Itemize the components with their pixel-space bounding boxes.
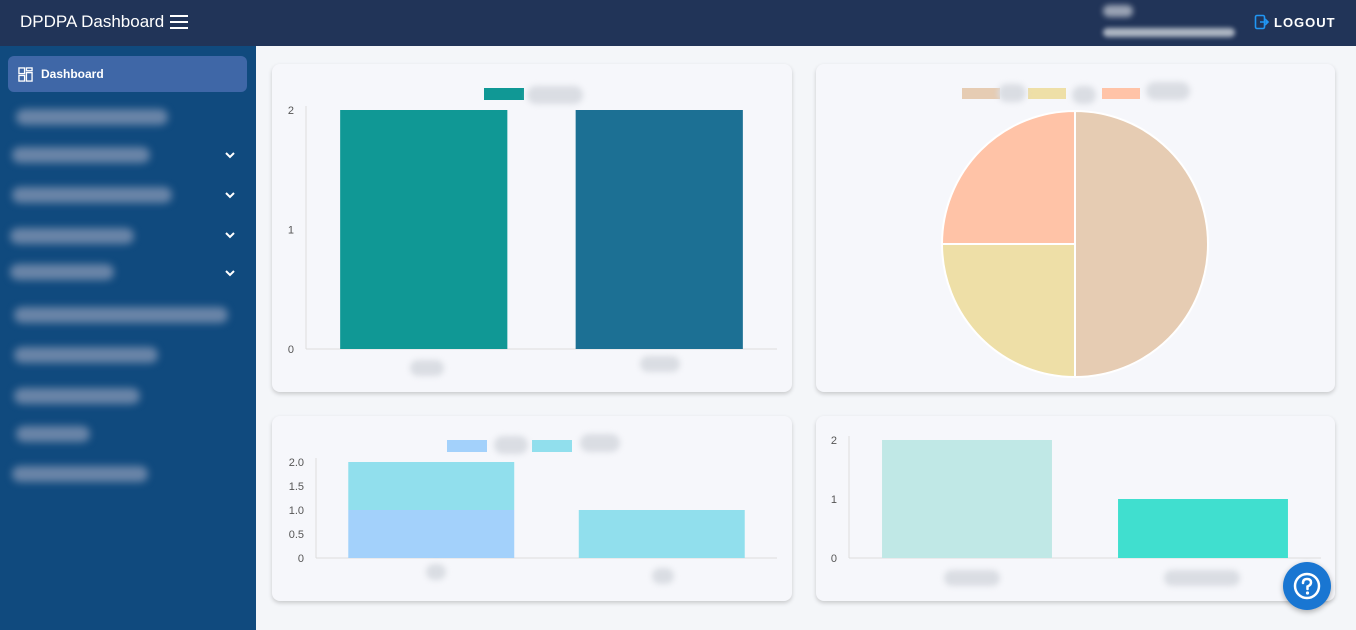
legend-label — [494, 436, 528, 454]
sidebar-item[interactable] — [14, 347, 158, 363]
x-tick-label — [426, 564, 446, 580]
chart-card-4: 0 1 2 — [816, 416, 1335, 601]
pie-slice — [940, 243, 1076, 379]
legend-swatch — [532, 440, 572, 452]
bar — [1118, 499, 1288, 558]
legend-swatch — [962, 88, 1000, 99]
legend-label — [580, 434, 620, 452]
sidebar-item[interactable] — [16, 109, 168, 125]
legend-swatch — [1102, 88, 1140, 99]
y-tick-label: 1.0 — [289, 505, 304, 517]
y-tick-label: 0.5 — [289, 529, 304, 541]
bar — [578, 510, 745, 558]
x-tick-label — [640, 356, 680, 372]
pie-chart — [940, 88, 1209, 379]
legend-label — [1072, 86, 1096, 104]
x-tick-label — [944, 570, 1000, 586]
sidebar: Dashboard — [0, 46, 256, 630]
legend-swatch — [484, 88, 524, 100]
legend-label — [1146, 82, 1190, 100]
sidebar-item[interactable] — [14, 307, 228, 323]
sidebar-item-label: Dashboard — [41, 67, 104, 81]
sidebar-item-dashboard[interactable]: Dashboard — [8, 56, 247, 92]
sidebar-item[interactable] — [10, 264, 114, 280]
y-tick-label: 2 — [831, 435, 837, 447]
y-tick-label: 0 — [298, 553, 304, 565]
y-tick-label: 1 — [831, 494, 837, 506]
bar — [348, 462, 515, 510]
logout-icon — [1254, 14, 1270, 30]
y-tick-label: 0 — [288, 344, 294, 356]
sidebar-item[interactable] — [12, 466, 148, 482]
chart-card-2 — [816, 64, 1335, 392]
chart-card-3: 0 0.5 1.0 1.5 2.0 — [272, 416, 792, 601]
bar — [882, 440, 1052, 558]
bar — [575, 110, 743, 349]
top-bar: DPDPA Dashboard LOGOUT — [0, 0, 1356, 46]
chart-card-1: 0 1 2 — [272, 64, 792, 392]
x-tick-label — [652, 568, 674, 584]
chevron-down-icon[interactable] — [223, 228, 237, 242]
pie-slice — [1074, 109, 1209, 379]
y-tick-label: 2 — [288, 105, 294, 117]
legend-swatch — [1028, 88, 1066, 99]
bar — [348, 510, 515, 558]
pie-slice — [940, 109, 1076, 245]
help-button[interactable] — [1283, 562, 1331, 610]
hamburger-menu-icon[interactable] — [170, 15, 190, 31]
sidebar-item[interactable] — [12, 187, 172, 203]
y-tick-label: 0 — [831, 553, 837, 565]
stacked-bar-chart: 0 0.5 1.0 1.5 2.0 — [289, 440, 777, 565]
app-title: DPDPA Dashboard — [20, 12, 165, 31]
legend-label — [527, 86, 583, 104]
chevron-down-icon[interactable] — [223, 266, 237, 280]
logout-label: LOGOUT — [1274, 14, 1336, 30]
bar — [340, 110, 508, 349]
y-tick-label: 1.5 — [289, 481, 304, 493]
sidebar-item[interactable] — [10, 228, 134, 244]
user-email — [1103, 28, 1235, 37]
x-tick-label — [1164, 570, 1240, 586]
y-tick-label: 1 — [288, 225, 294, 237]
chevron-down-icon[interactable] — [223, 148, 237, 162]
sidebar-item[interactable] — [14, 388, 140, 404]
help-icon — [1293, 572, 1321, 600]
chevron-down-icon[interactable] — [223, 188, 237, 202]
bar-chart-1: 0 1 2 — [288, 88, 777, 356]
sidebar-item[interactable] — [16, 426, 90, 442]
user-name — [1103, 5, 1133, 17]
legend-label — [998, 84, 1026, 102]
bar-chart-2: 0 1 2 — [831, 435, 1321, 565]
y-tick-label: 2.0 — [289, 457, 304, 469]
logout-button[interactable]: LOGOUT — [1254, 14, 1336, 30]
sidebar-item[interactable] — [12, 147, 150, 163]
dashboard-icon — [18, 66, 33, 82]
x-tick-label — [410, 360, 444, 376]
legend-swatch — [447, 440, 487, 452]
